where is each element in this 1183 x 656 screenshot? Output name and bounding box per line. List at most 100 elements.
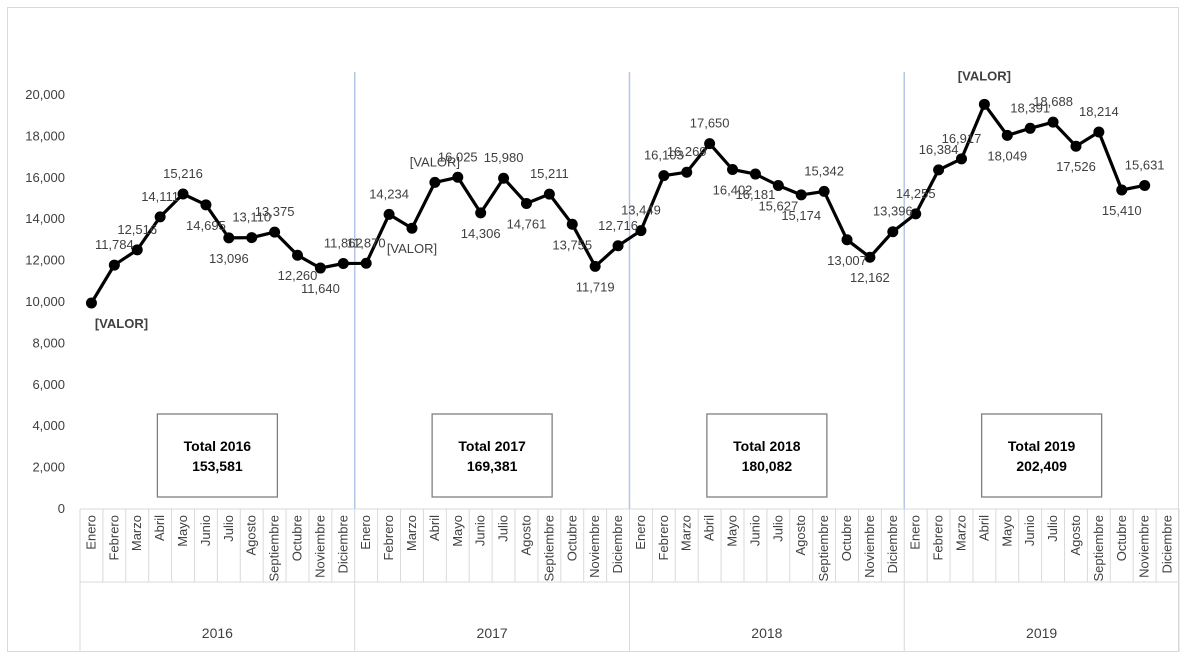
data-point: [566, 218, 578, 230]
data-label: 13,396: [873, 204, 913, 219]
data-point: [475, 207, 487, 219]
data-label: 15,174: [781, 208, 821, 223]
data-point: [383, 208, 395, 220]
month-label: Agosto: [244, 515, 259, 555]
data-point: [154, 211, 166, 223]
data-point: [910, 208, 922, 220]
data-point: [841, 234, 853, 246]
total-box: [706, 413, 828, 498]
data-label: 15,216: [163, 166, 203, 181]
data-point: [681, 166, 693, 178]
data-point: [635, 225, 647, 237]
month-label: Diciembre: [1160, 515, 1175, 574]
month-label: Abril: [976, 515, 991, 541]
month-label: Marzo: [679, 515, 694, 551]
month-label: Octubre: [839, 515, 854, 561]
month-label: Septiembre: [1091, 515, 1106, 581]
data-point: [818, 185, 830, 197]
data-label: 12,516: [117, 222, 157, 237]
month-label: Diciembre: [335, 515, 350, 574]
data-label: 16,269: [667, 144, 707, 159]
month-label: Junio: [473, 515, 488, 546]
data-label: 14,111: [141, 189, 179, 204]
data-label: 14,306: [461, 226, 501, 241]
month-label: Julio: [770, 515, 785, 542]
data-point: [1093, 126, 1105, 138]
data-point: [177, 188, 189, 200]
data-label: 15,410: [1102, 203, 1142, 218]
y-tick-label: 16,000: [25, 170, 65, 185]
month-label: Mayo: [450, 515, 465, 547]
month-label: Marzo: [404, 515, 419, 551]
data-point: [452, 171, 464, 183]
data-label: 11,784: [95, 237, 134, 252]
total-value: 180,082: [742, 458, 793, 474]
data-label: 12,260: [278, 268, 318, 283]
data-point: [223, 232, 235, 244]
data-label: 11,640: [301, 281, 340, 296]
data-label: [VALOR]: [410, 154, 460, 169]
data-label: 13,096: [209, 251, 249, 266]
x-axis-labels: Enero Febrero Marzo Abril Mayo Junio Julio Agos…: [79, 509, 1180, 652]
total-label: Total 2016: [184, 438, 252, 454]
year-label: 2018: [751, 625, 782, 641]
y-tick-label: 8,000: [32, 335, 65, 350]
total-value: 153,581: [192, 458, 243, 474]
month-label: Enero: [633, 515, 648, 550]
data-label: 16,384: [919, 142, 959, 157]
data-point: [1047, 116, 1059, 128]
month-label: Abril: [427, 515, 442, 541]
data-point: [658, 170, 670, 182]
data-point: [269, 226, 281, 238]
month-label: Septiembre: [816, 515, 831, 581]
y-tick-label: 14,000: [25, 211, 65, 226]
data-point: [704, 138, 716, 150]
month-label: Abril: [702, 515, 717, 541]
month-label: Diciembre: [885, 515, 900, 574]
month-label: Febrero: [656, 515, 671, 561]
data-point: [1139, 179, 1151, 191]
month-label: Noviembre: [862, 515, 877, 578]
y-tick-label: 18,000: [25, 128, 65, 143]
month-label: Febrero: [106, 515, 121, 561]
data-label: 15,211: [530, 166, 569, 181]
y-tick-label: 2,000: [32, 460, 65, 475]
month-label: Mayo: [999, 515, 1014, 547]
data-point: [1001, 129, 1013, 141]
data-label: 16,025: [438, 149, 478, 164]
data-label: 15,631: [1125, 157, 1165, 172]
series-polyline: [90, 102, 1146, 304]
month-label: Junio: [1022, 515, 1037, 546]
data-point: [772, 180, 784, 192]
data-label: 13,449: [621, 203, 661, 218]
data-label: 17,526: [1056, 159, 1096, 174]
month-label: Diciembre: [610, 515, 625, 574]
data-label: 11,719: [576, 279, 615, 294]
data-point: [543, 188, 555, 200]
month-label: Julio: [496, 515, 511, 542]
data-label: 16,103: [644, 148, 684, 163]
data-label: 14,761: [507, 216, 547, 231]
month-label: Agosto: [1068, 515, 1083, 555]
month-label: Febrero: [931, 515, 946, 561]
year-dividers: [354, 72, 905, 509]
data-label: 14,234: [369, 186, 409, 201]
data-label: 17,650: [690, 116, 730, 131]
month-label: Febrero: [381, 515, 396, 561]
total-label: Total 2017: [458, 438, 526, 454]
year-label: 2016: [202, 625, 233, 641]
data-point: [131, 244, 143, 256]
data-point: [864, 251, 876, 263]
data-label: 11,862: [324, 235, 363, 250]
data-point: [978, 98, 990, 110]
year-label: 2017: [477, 625, 508, 641]
y-tick-label: 6,000: [32, 377, 65, 392]
data-point: [360, 257, 372, 269]
axes: 0 2,000 4,000 6,000 8,000 10,000 12,000 14,000 1…: [25, 87, 1179, 516]
total-value: 202,409: [1016, 458, 1067, 474]
data-point: [955, 153, 967, 165]
data-point: [520, 197, 532, 209]
year-total-boxes: Total 2016 153,581 Total 2017 169,381 Total …: [156, 413, 1103, 498]
